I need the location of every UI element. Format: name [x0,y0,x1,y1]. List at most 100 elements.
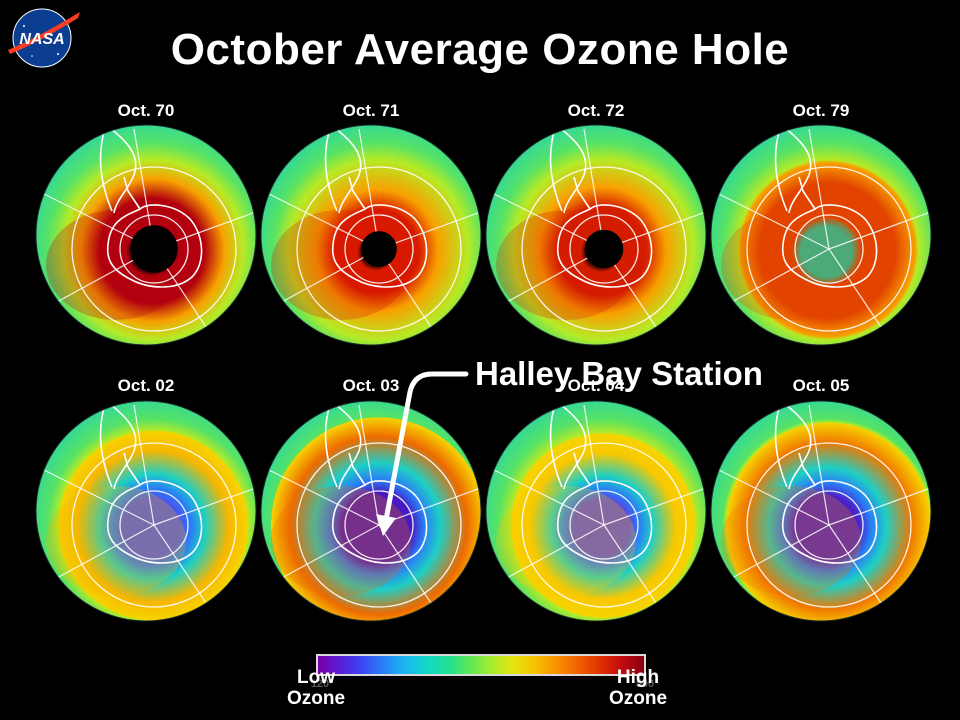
low-label-line1: Low [297,667,335,688]
globe-rim [260,400,482,622]
map-label: Oct. 72 [567,101,625,120]
meridian-line [36,464,155,526]
antarctic-peninsula-coastline [348,176,366,210]
ozone-globe-map [710,400,932,622]
antarctic-peninsula-coastline [798,452,816,486]
latitude-circle [71,442,237,608]
nasa-meatball-icon: NASA [8,8,80,68]
meridian-line [828,208,931,250]
map-label: Oct. 05 [792,376,850,395]
meridian-line [583,128,605,250]
meridian-line [358,404,380,526]
meridian-line [583,404,605,526]
globe-rim [485,400,707,622]
globe-disk [711,125,931,345]
meridian-line [153,524,235,621]
antarctic-peninsula-coastline [573,176,591,210]
antarctic-peninsula-coastline [123,176,141,210]
antarctic-peninsula-coastline [798,176,816,210]
halley-bay-station-label: Halley Bay Station [475,355,763,392]
map-label: Oct. 71 [342,101,400,120]
meridian-line [268,524,380,586]
polar-data-gap [130,225,178,273]
meridian-line [378,524,460,621]
latitude-circle [296,442,462,608]
meridian-line [358,128,380,250]
nasa-logo-text: NASA [19,31,64,48]
low-label-line2: Ozone [286,688,346,709]
ozone-crescent [496,486,636,596]
meridian-line [493,248,605,310]
meridian-line [603,524,685,621]
antarctica-coastline [781,204,878,288]
ozone-globe-map [35,124,257,346]
globe-rim [35,124,257,346]
map-label: Oct. 02 [117,376,175,395]
meridian-line [486,464,605,526]
latitude-circle [794,214,864,284]
ozone-crescent [271,486,411,596]
ozone-globe-map [485,124,707,346]
latitude-circle [521,442,687,608]
meridian-line [261,464,380,526]
ozone-globe-map [260,400,482,622]
meridian-line [603,248,685,345]
meridian-line [711,188,830,250]
latitude-circle [344,214,414,284]
high-label-line2: Ozone [608,688,668,709]
meridian-line [603,484,706,526]
ozone-globe-map [260,124,482,346]
latitude-circle [746,166,912,332]
meridian-line [828,524,910,621]
latitude-circle [569,214,639,284]
antarctica-coastline [556,204,653,288]
antarctica-coastline [106,480,203,564]
latitude-circle [119,490,189,560]
globe-disk [711,401,931,621]
colorbar-min-tick: 120 [310,678,330,690]
meridian-line [718,524,830,586]
meridian-line [153,248,235,345]
globe-rim [35,400,257,622]
meridian-line [43,524,155,586]
globe-rim [710,400,932,622]
meridian-line [378,208,481,250]
antarctic-peninsula-coastline [348,452,366,486]
polar-data-gap [361,231,397,267]
latitude-circle [119,214,189,284]
meridian-line [378,248,460,345]
ozone-crescent [721,210,861,320]
page-title: October Average Ozone Hole [170,25,790,74]
globe-rim [710,124,932,346]
antarctica-coastline [556,480,653,564]
meridian-line [808,128,830,250]
map-label: Oct. 70 [117,101,175,120]
colorbar-max-tick: 500 [635,678,655,690]
meridian-line [133,404,155,526]
antarctica-coastline [331,204,428,288]
latitude-circle [344,490,414,560]
meridian-line [711,464,830,526]
antarctica-coastline [781,480,878,564]
ozone-globe-map [485,400,707,622]
antarctic-peninsula-coastline [123,452,141,486]
ozone-crescent [721,486,861,596]
meridian-line [808,404,830,526]
meridian-line [268,248,380,310]
meridian-line [828,248,910,345]
globe-disk [486,401,706,621]
latitude-circle [71,166,237,332]
ozone-globe-map [35,400,257,622]
map-label: Oct. 03 [342,376,400,395]
latitude-circle [794,490,864,560]
meridian-line [493,524,605,586]
ozone-crescent [46,486,186,596]
latitude-circle [521,166,687,332]
globe-rim [485,124,707,346]
globe-rim [260,124,482,346]
antarctica-coastline [106,204,203,288]
latitude-circle [746,442,912,608]
meridian-line [486,188,605,250]
polar-data-gap [584,229,624,269]
